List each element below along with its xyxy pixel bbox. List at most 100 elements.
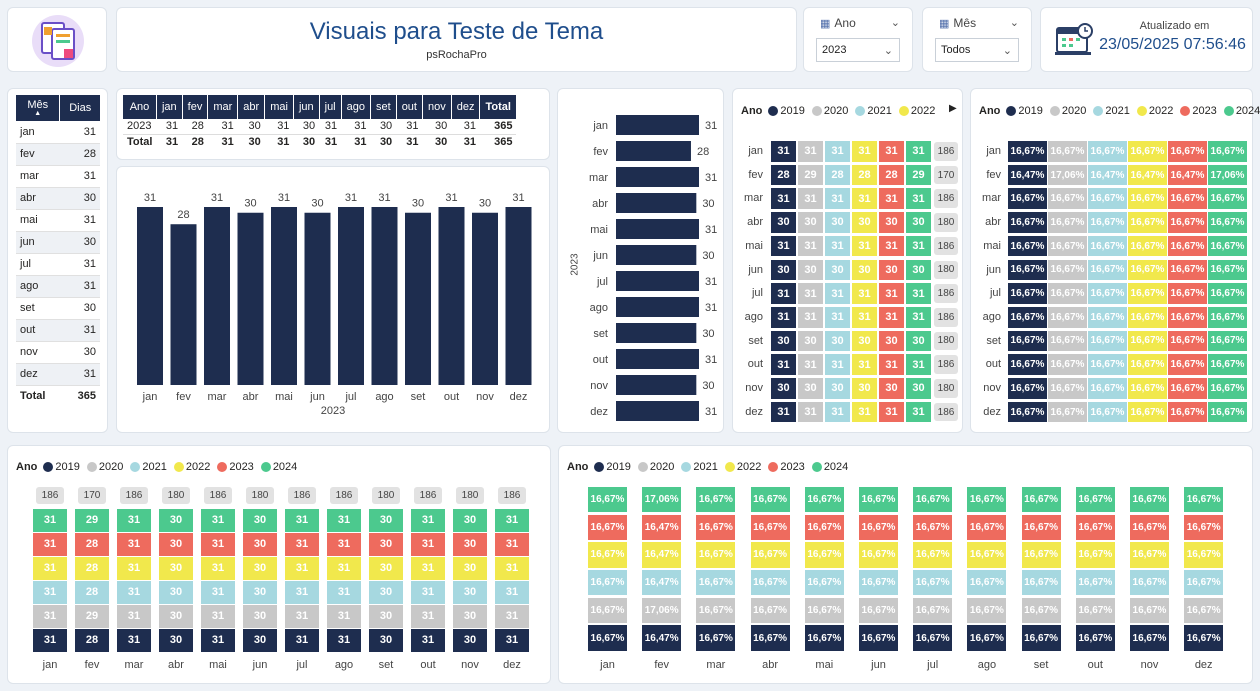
bar[interactable]: [405, 212, 431, 385]
legend-item[interactable]: 2024: [1223, 105, 1260, 117]
matrix-cell[interactable]: 31: [879, 235, 904, 257]
legend-item[interactable]: 2022: [724, 461, 761, 473]
stack-segment[interactable]: 16,67%: [1130, 597, 1169, 624]
table-row[interactable]: nov 30: [16, 341, 100, 364]
matrix-cell[interactable]: 16,67%: [1208, 283, 1247, 304]
stack-segment[interactable]: 16,67%: [1184, 542, 1224, 568]
stack-segment[interactable]: 16,67%: [588, 486, 627, 513]
bar[interactable]: [137, 207, 163, 385]
matrix-cell[interactable]: 30: [771, 330, 796, 352]
column-header[interactable]: nov: [422, 95, 452, 119]
matrix-cell[interactable]: 16,67%: [1008, 188, 1047, 210]
matrix-cell[interactable]: 30: [879, 212, 904, 233]
stack-segment[interactable]: 31: [411, 581, 445, 604]
stack-segment[interactable]: 30: [243, 509, 277, 532]
stack-segment[interactable]: 30: [369, 509, 403, 532]
matrix-cell[interactable]: 31: [852, 141, 877, 162]
chevron-down-icon[interactable]: ⌄: [1009, 17, 1019, 29]
stack-segment[interactable]: 30: [159, 629, 193, 652]
stack-segment[interactable]: 16,67%: [750, 597, 790, 624]
matrix-cell[interactable]: 30: [906, 212, 931, 233]
column-header[interactable]: mar: [207, 95, 239, 119]
table-row[interactable]: mar 31: [16, 165, 100, 188]
matrix-cell[interactable]: 30: [771, 378, 796, 399]
stack-segment[interactable]: 30: [243, 629, 277, 652]
bar[interactable]: [616, 219, 699, 239]
stack-segment[interactable]: 31: [201, 509, 235, 532]
bar[interactable]: [371, 207, 398, 385]
matrix-cell[interactable]: 16,67%: [1048, 188, 1087, 210]
stack-segment[interactable]: 16,67%: [804, 569, 844, 596]
stack-segment[interactable]: 31: [495, 533, 529, 556]
stack-segment[interactable]: 16,67%: [804, 486, 844, 513]
matrix-cell[interactable]: 16,67%: [1128, 141, 1167, 162]
stack-segment[interactable]: 31: [33, 581, 67, 604]
stack-segment[interactable]: 16,67%: [1130, 542, 1169, 568]
stack-segment[interactable]: 30: [369, 557, 403, 580]
matrix-cell[interactable]: 31: [852, 354, 877, 375]
matrix-cell[interactable]: 16,67%: [1168, 235, 1207, 257]
matrix-cell[interactable]: 16,67%: [1008, 283, 1047, 304]
bar[interactable]: [616, 245, 697, 265]
bar[interactable]: [271, 207, 297, 385]
matrix-cell[interactable]: 31: [771, 283, 796, 304]
stack-segment[interactable]: 28: [75, 581, 109, 604]
stack-segment[interactable]: 16,67%: [1075, 625, 1115, 651]
table-row[interactable]: set 30: [16, 297, 100, 320]
stack-segment[interactable]: 16,67%: [1130, 625, 1169, 651]
matrix-cell[interactable]: 30: [852, 259, 877, 281]
matrix-cell[interactable]: 16,67%: [1008, 212, 1047, 233]
stack-segment[interactable]: 16,67%: [913, 542, 953, 568]
stack-segment[interactable]: 30: [243, 557, 277, 580]
matrix-cell[interactable]: 31: [852, 401, 877, 423]
matrix-cell[interactable]: 31: [879, 354, 904, 375]
legend-item[interactable]: 2019: [1006, 105, 1043, 117]
matrix-cell[interactable]: 31: [771, 141, 796, 162]
stack-segment[interactable]: 30: [369, 629, 403, 652]
matrix-cell[interactable]: 16,67%: [1208, 330, 1247, 352]
matrix-cell[interactable]: 31: [879, 306, 904, 328]
stack-segment[interactable]: 16,67%: [1075, 486, 1115, 513]
stack-segment[interactable]: 16,67%: [967, 542, 1007, 568]
matrix-cell[interactable]: 30: [798, 330, 823, 352]
stack-segment[interactable]: 16,67%: [696, 569, 736, 596]
column-header[interactable]: fev: [182, 95, 209, 119]
legend-item[interactable]: 2020: [1049, 105, 1086, 117]
bar[interactable]: [204, 207, 230, 385]
legend-item[interactable]: 2023: [217, 461, 254, 473]
stack-segment[interactable]: 16,67%: [696, 542, 736, 568]
matrix-cell[interactable]: 16,67%: [1128, 378, 1167, 399]
stack-segment[interactable]: 16,67%: [588, 542, 627, 568]
stack-segment[interactable]: 30: [453, 509, 487, 532]
matrix-cell[interactable]: 16,67%: [1168, 330, 1207, 352]
matrix-cell[interactable]: 16,67%: [1208, 212, 1247, 233]
matrix-cell[interactable]: 16,67%: [1048, 354, 1087, 375]
matrix-cell[interactable]: 30: [771, 212, 796, 233]
stack-segment[interactable]: 31: [411, 533, 445, 556]
stack-segment[interactable]: 16,67%: [1075, 514, 1115, 540]
stack-segment[interactable]: 16,67%: [750, 514, 790, 540]
stack-segment[interactable]: 16,67%: [967, 486, 1007, 513]
matrix-cell[interactable]: 16,67%: [1128, 188, 1167, 210]
stack-segment[interactable]: 16,67%: [588, 514, 627, 540]
matrix-cell[interactable]: 16,67%: [1128, 401, 1167, 423]
matrix-cell[interactable]: 31: [906, 235, 931, 257]
matrix-cell[interactable]: 16,67%: [1048, 212, 1087, 233]
stack-segment[interactable]: 16,67%: [750, 569, 790, 596]
stack-segment[interactable]: 31: [201, 605, 235, 628]
matrix-cell[interactable]: 16,67%: [1208, 401, 1247, 423]
matrix-cell[interactable]: 31: [852, 188, 877, 210]
matrix-cell[interactable]: 16,67%: [1088, 330, 1127, 352]
matrix-cell[interactable]: 16,67%: [1208, 188, 1247, 210]
stack-segment[interactable]: 31: [495, 605, 529, 628]
matrix-cell[interactable]: 28: [771, 164, 796, 186]
stack-segment[interactable]: 16,47%: [642, 514, 682, 540]
matrix-cell[interactable]: 31: [771, 188, 796, 210]
bar[interactable]: [616, 271, 699, 291]
matrix-cell[interactable]: 31: [879, 283, 904, 304]
stack-segment[interactable]: 31: [33, 533, 67, 556]
stack-segment[interactable]: 16,67%: [859, 625, 898, 651]
stack-segment[interactable]: 30: [159, 509, 193, 532]
matrix-cell[interactable]: 16,67%: [1048, 141, 1087, 162]
stack-segment[interactable]: 31: [327, 557, 361, 580]
